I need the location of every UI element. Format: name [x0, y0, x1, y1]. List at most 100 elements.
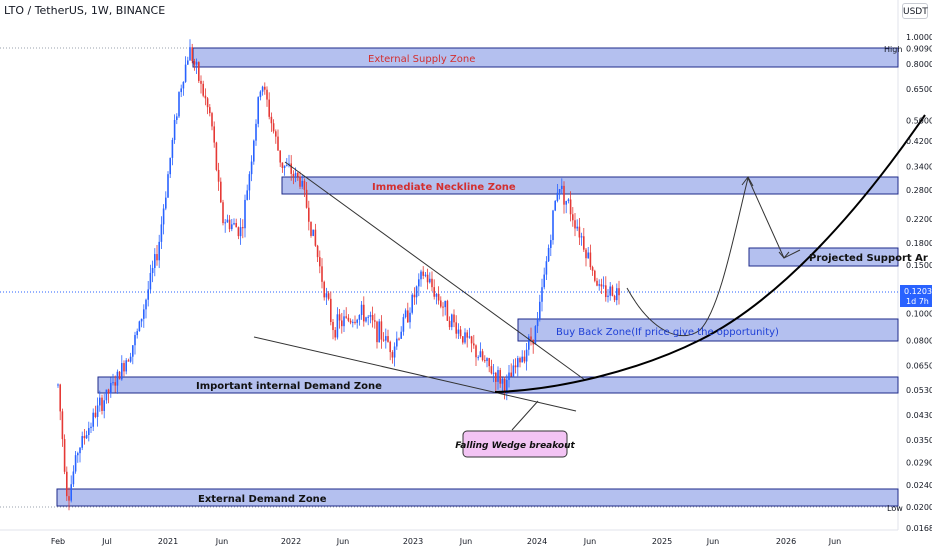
- candle-body: [356, 319, 358, 323]
- time-tick-label: Jul: [101, 537, 112, 546]
- price-tick-label: 0.3400: [906, 163, 932, 172]
- candle-body: [248, 174, 251, 191]
- candle-body: [261, 86, 264, 92]
- candle-body: [558, 189, 561, 193]
- candle-body: [565, 200, 567, 205]
- candle-body: [68, 496, 70, 501]
- candle-body: [116, 371, 119, 386]
- candle-body: [79, 447, 81, 454]
- candle-body: [534, 326, 537, 345]
- candle-body: [374, 320, 376, 322]
- candle-body: [479, 351, 482, 358]
- internal-demand-label: Important internal Demand Zone: [196, 381, 382, 392]
- candle-body: [222, 202, 224, 224]
- neckline-zone-label: Immediate Neckline Zone: [372, 182, 516, 193]
- candle-body: [310, 221, 312, 236]
- candle-body: [444, 300, 446, 308]
- symbol-header: LTO / TetherUS, 1W, BINANCE: [4, 4, 166, 17]
- wedge-lower-line[interactable]: [253, 336, 577, 412]
- price-tick-label: 0.0200: [906, 503, 932, 512]
- candle-body: [554, 200, 556, 211]
- candle-body: [347, 317, 350, 321]
- price-tick-label: 0.0800: [906, 336, 932, 345]
- candle-body: [59, 384, 61, 412]
- candle-body: [94, 412, 97, 417]
- candle-body: [312, 229, 314, 236]
- candle-body: [61, 411, 64, 440]
- candle-body: [215, 142, 218, 170]
- projection-path[interactable]: [626, 176, 801, 337]
- external-demand-label: External Demand Zone: [198, 494, 327, 505]
- candle-body: [572, 214, 574, 221]
- candle-body: [154, 254, 156, 268]
- price-tick-label: 0.1800: [906, 239, 932, 248]
- zone-external-supply[interactable]: [192, 47, 899, 68]
- candle-body: [88, 428, 90, 436]
- candle-body: [319, 257, 321, 267]
- candle-body: [156, 254, 158, 261]
- candle-body: [138, 321, 141, 332]
- price-tick-label: 0.0290: [906, 458, 932, 467]
- rounding-support-curve[interactable]: [494, 114, 926, 393]
- candle-body: [167, 174, 169, 198]
- candle-body: [275, 131, 277, 137]
- candle-body: [349, 320, 352, 323]
- time-tick-label: 2024: [527, 537, 547, 546]
- candle-body: [563, 185, 565, 205]
- zone-projected-support[interactable]: [748, 247, 899, 267]
- zone-external-demand[interactable]: [56, 488, 899, 507]
- currency-button[interactable]: USDT: [902, 3, 928, 19]
- candle-body: [209, 107, 211, 114]
- candle-body: [389, 341, 391, 353]
- candle-body: [495, 372, 497, 382]
- candle-body: [169, 157, 171, 175]
- candle-body: [233, 223, 235, 225]
- candle-body: [576, 226, 578, 229]
- candle-body: [422, 271, 424, 276]
- candle-body: [143, 309, 145, 319]
- time-tick-label: 2021: [158, 537, 178, 546]
- candle-body: [165, 197, 167, 209]
- candle-body: [226, 219, 229, 223]
- wedge-upper-line[interactable]: [284, 161, 586, 381]
- candle-body: [283, 165, 286, 168]
- candle-body: [125, 360, 127, 372]
- candle-body: [70, 484, 72, 501]
- zone-neckline[interactable]: [281, 176, 899, 195]
- candle-body: [195, 62, 198, 65]
- price-axis-panel[interactable]: [898, 0, 932, 550]
- candle-body: [290, 163, 292, 174]
- candle-body: [475, 345, 477, 358]
- candle-body: [118, 371, 121, 380]
- candle-body: [378, 321, 380, 343]
- candle-body: [90, 426, 92, 429]
- candle-body: [525, 349, 528, 362]
- candle-body: [178, 92, 180, 117]
- candle-body: [316, 245, 319, 258]
- candle-body: [499, 370, 501, 384]
- candle-body: [301, 180, 303, 187]
- candle-body: [127, 360, 130, 362]
- candle-body: [136, 331, 138, 336]
- candle-body: [365, 317, 367, 322]
- time-tick-label: Jun: [459, 537, 473, 546]
- candle-body: [596, 280, 598, 286]
- candle-body: [360, 304, 363, 316]
- candle-body: [268, 99, 270, 117]
- candle-body: [281, 162, 284, 168]
- candle-body: [393, 346, 396, 358]
- candle-body: [330, 298, 332, 322]
- candle-body: [587, 252, 589, 259]
- candle-body: [299, 176, 301, 187]
- wedge-callout-box[interactable]: [462, 430, 568, 458]
- candle-body: [578, 226, 581, 238]
- candle-body: [129, 356, 132, 362]
- candle-body: [272, 123, 275, 132]
- time-tick-label: 2022: [281, 537, 301, 546]
- candle-body: [600, 284, 603, 287]
- time-tick-label: 2025: [652, 537, 672, 546]
- candle-body: [607, 295, 609, 298]
- candle-body: [294, 172, 297, 177]
